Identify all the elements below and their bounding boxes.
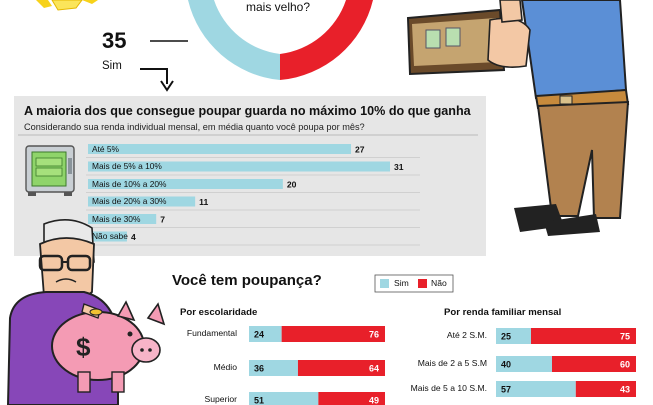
survey-bar bbox=[88, 161, 390, 172]
legend-nao-swatch bbox=[418, 279, 427, 288]
bar-sim bbox=[496, 381, 576, 397]
survey-bar-label: Não sabe bbox=[92, 231, 128, 241]
row-label: Médio bbox=[213, 362, 237, 372]
survey-bar-value: 20 bbox=[287, 179, 297, 189]
bar-nao bbox=[575, 381, 636, 397]
bar-sim bbox=[496, 328, 531, 344]
survey-bar-value: 4 bbox=[131, 232, 136, 242]
poupanca-title: Você tem poupança? bbox=[172, 272, 322, 289]
row-label: Mais de 5 a 10 S.M. bbox=[410, 383, 487, 393]
bar-nao bbox=[281, 326, 385, 342]
survey-bar bbox=[88, 196, 196, 207]
legend-sim-swatch bbox=[380, 279, 389, 288]
old-man-piggy-bank-illustration: $ bbox=[6, 219, 166, 405]
legend-sim-label: Sim bbox=[394, 278, 409, 288]
bar-nao-value: 60 bbox=[620, 360, 630, 370]
bar-sim-value: 40 bbox=[501, 360, 511, 370]
bar-nao-value: 75 bbox=[620, 332, 630, 342]
renda-stacked-bars: 25 75 40 60 57 43 bbox=[496, 328, 636, 397]
survey-bar-label: Mais de 30% bbox=[92, 213, 141, 224]
svg-text:$: $ bbox=[76, 332, 91, 362]
escolaridade-title: Por escolaridade bbox=[180, 307, 258, 318]
survey-bar-label: Mais de 5% a 10% bbox=[92, 161, 162, 171]
bar-sim-value: 51 bbox=[254, 396, 264, 405]
row-label: Fundamental bbox=[186, 328, 237, 338]
bar-nao-value: 76 bbox=[369, 330, 379, 340]
man-with-wallet-illustration bbox=[406, 0, 630, 236]
arrow-line bbox=[140, 68, 168, 84]
legend-nao-label: Não bbox=[431, 278, 447, 288]
bar-nao bbox=[297, 360, 385, 376]
count-value: 35 bbox=[102, 28, 127, 53]
bar-sim-value: 24 bbox=[254, 330, 264, 340]
survey-bar bbox=[88, 179, 283, 189]
survey-bar-label: Até 5% bbox=[92, 143, 120, 154]
bar-nao-value: 64 bbox=[369, 364, 379, 374]
sun-icon bbox=[36, 0, 98, 11]
bar-sim bbox=[496, 356, 552, 372]
safe-money-icon bbox=[25, 145, 75, 196]
survey-bar bbox=[88, 144, 352, 154]
count-label: Sim bbox=[102, 60, 122, 72]
bar-sim-value: 36 bbox=[254, 364, 264, 374]
row-label: Mais de 2 a 5 S.M bbox=[417, 358, 487, 368]
bar-sim bbox=[249, 360, 298, 376]
row-label: Até 2 S.M. bbox=[446, 330, 487, 340]
escolaridade-stacked-bars: 24 76 36 64 51 49 bbox=[249, 326, 385, 405]
bar-sim bbox=[249, 392, 319, 405]
bar-sim bbox=[249, 326, 282, 342]
survey-bar-value: 31 bbox=[394, 162, 404, 172]
survey-bar-label: Mais de 20% a 30% bbox=[92, 196, 167, 206]
bar-sim-value: 25 bbox=[501, 332, 511, 342]
survey-bar-value: 11 bbox=[199, 197, 208, 207]
survey-subtitle: Considerando sua renda individual mensal… bbox=[24, 122, 365, 132]
bar-sim-value: 57 bbox=[501, 385, 511, 395]
bar-nao bbox=[531, 328, 636, 344]
bar-nao bbox=[318, 392, 385, 405]
arrow-down-icon bbox=[160, 80, 174, 92]
donut-chart-fragment bbox=[188, 0, 373, 80]
survey-title: A maioria dos que consegue poupar guarda… bbox=[24, 104, 471, 118]
survey-bar bbox=[88, 231, 127, 242]
renda-title: Por renda familiar mensal bbox=[444, 307, 562, 318]
legend-box bbox=[374, 274, 454, 293]
bar-nao-value: 43 bbox=[620, 385, 630, 395]
survey-bar-chart: 27 31 20 11 7 4 bbox=[86, 144, 420, 246]
row-label: Superior bbox=[204, 394, 237, 404]
bar-nao-value: 49 bbox=[369, 396, 379, 405]
survey-bar-value: 27 bbox=[355, 144, 365, 154]
survey-bar bbox=[88, 214, 157, 224]
bar-nao bbox=[552, 356, 636, 372]
survey-bar-value: 7 bbox=[160, 214, 165, 224]
donut-question-fragment: mais velho? bbox=[246, 0, 311, 14]
survey-bar-label: Mais de 10% a 20% bbox=[92, 178, 167, 189]
